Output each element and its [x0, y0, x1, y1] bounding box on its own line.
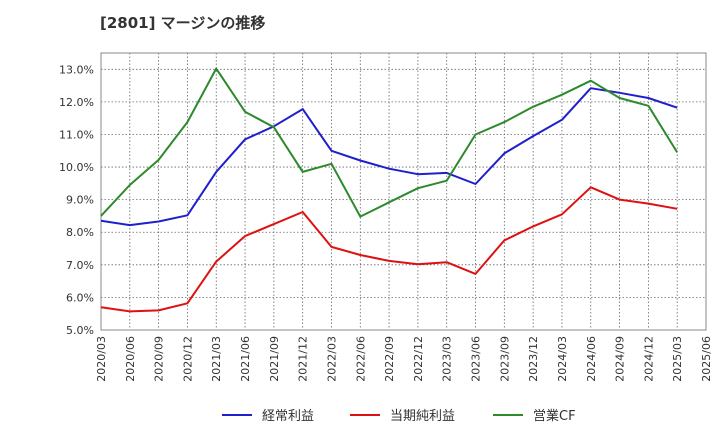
y-tick-label: 9.0% [66, 194, 94, 207]
legend-label: 経常利益 [262, 409, 314, 424]
x-tick-label: 2021/03 [210, 336, 223, 382]
x-tick-label: 2024/12 [642, 336, 655, 382]
legend: 経常利益 当期純利益 営業CF [222, 408, 576, 424]
y-tick-label: 13.0% [59, 63, 94, 76]
y-tick-label: 12.0% [59, 96, 94, 109]
x-tick-label: 2023/06 [470, 336, 483, 382]
y-tick-label: 8.0% [66, 226, 94, 239]
x-tick-label: 2020/09 [153, 336, 166, 382]
x-tick-label: 2020/06 [124, 336, 137, 382]
x-tick-label: 2021/12 [297, 336, 310, 382]
y-tick-label: 5.0% [66, 324, 94, 337]
legend-label: 当期純利益 [390, 409, 455, 424]
series-line [100, 186, 678, 313]
x-tick-label: 2024/03 [556, 336, 569, 382]
x-tick-label: 2022/06 [354, 336, 367, 382]
x-tick-label: 2022/09 [383, 336, 396, 382]
chart-title: [2801] マージンの推移 [100, 14, 266, 32]
x-tick-label: 2022/12 [412, 336, 425, 382]
series-lines [100, 67, 679, 313]
x-tick-label: 2024/09 [614, 336, 627, 382]
x-tick-label: 2023/03 [441, 336, 454, 382]
x-tick-label: 2023/09 [498, 336, 511, 382]
x-tick-label: 2022/03 [325, 336, 338, 382]
x-tick-label: 2025/03 [671, 336, 684, 382]
y-tick-label: 10.0% [59, 161, 94, 174]
y-tick-label: 6.0% [66, 291, 94, 304]
grid-lines [100, 53, 707, 331]
x-tick-label: 2021/06 [239, 336, 252, 382]
x-tick-label: 2020/12 [181, 336, 194, 382]
x-tick-label: 2021/09 [268, 336, 281, 382]
axes: 5.0% 6.0% 7.0% 8.0% 9.0% 10.0% 11.0% 12.0% 13.0%… [59, 52, 713, 382]
y-tick-label: 7.0% [66, 259, 94, 272]
plot-area [100, 52, 707, 331]
x-tick-label: 2020/03 [95, 336, 108, 382]
series-line [100, 67, 679, 218]
x-tick-label: 2023/12 [527, 336, 540, 382]
y-tick-label: 11.0% [59, 128, 94, 141]
legend-label: 営業CF [533, 408, 576, 424]
x-tick-label: 2024/06 [585, 336, 598, 382]
x-tick-label: 2025/06 [700, 336, 713, 382]
series-line [100, 87, 678, 227]
